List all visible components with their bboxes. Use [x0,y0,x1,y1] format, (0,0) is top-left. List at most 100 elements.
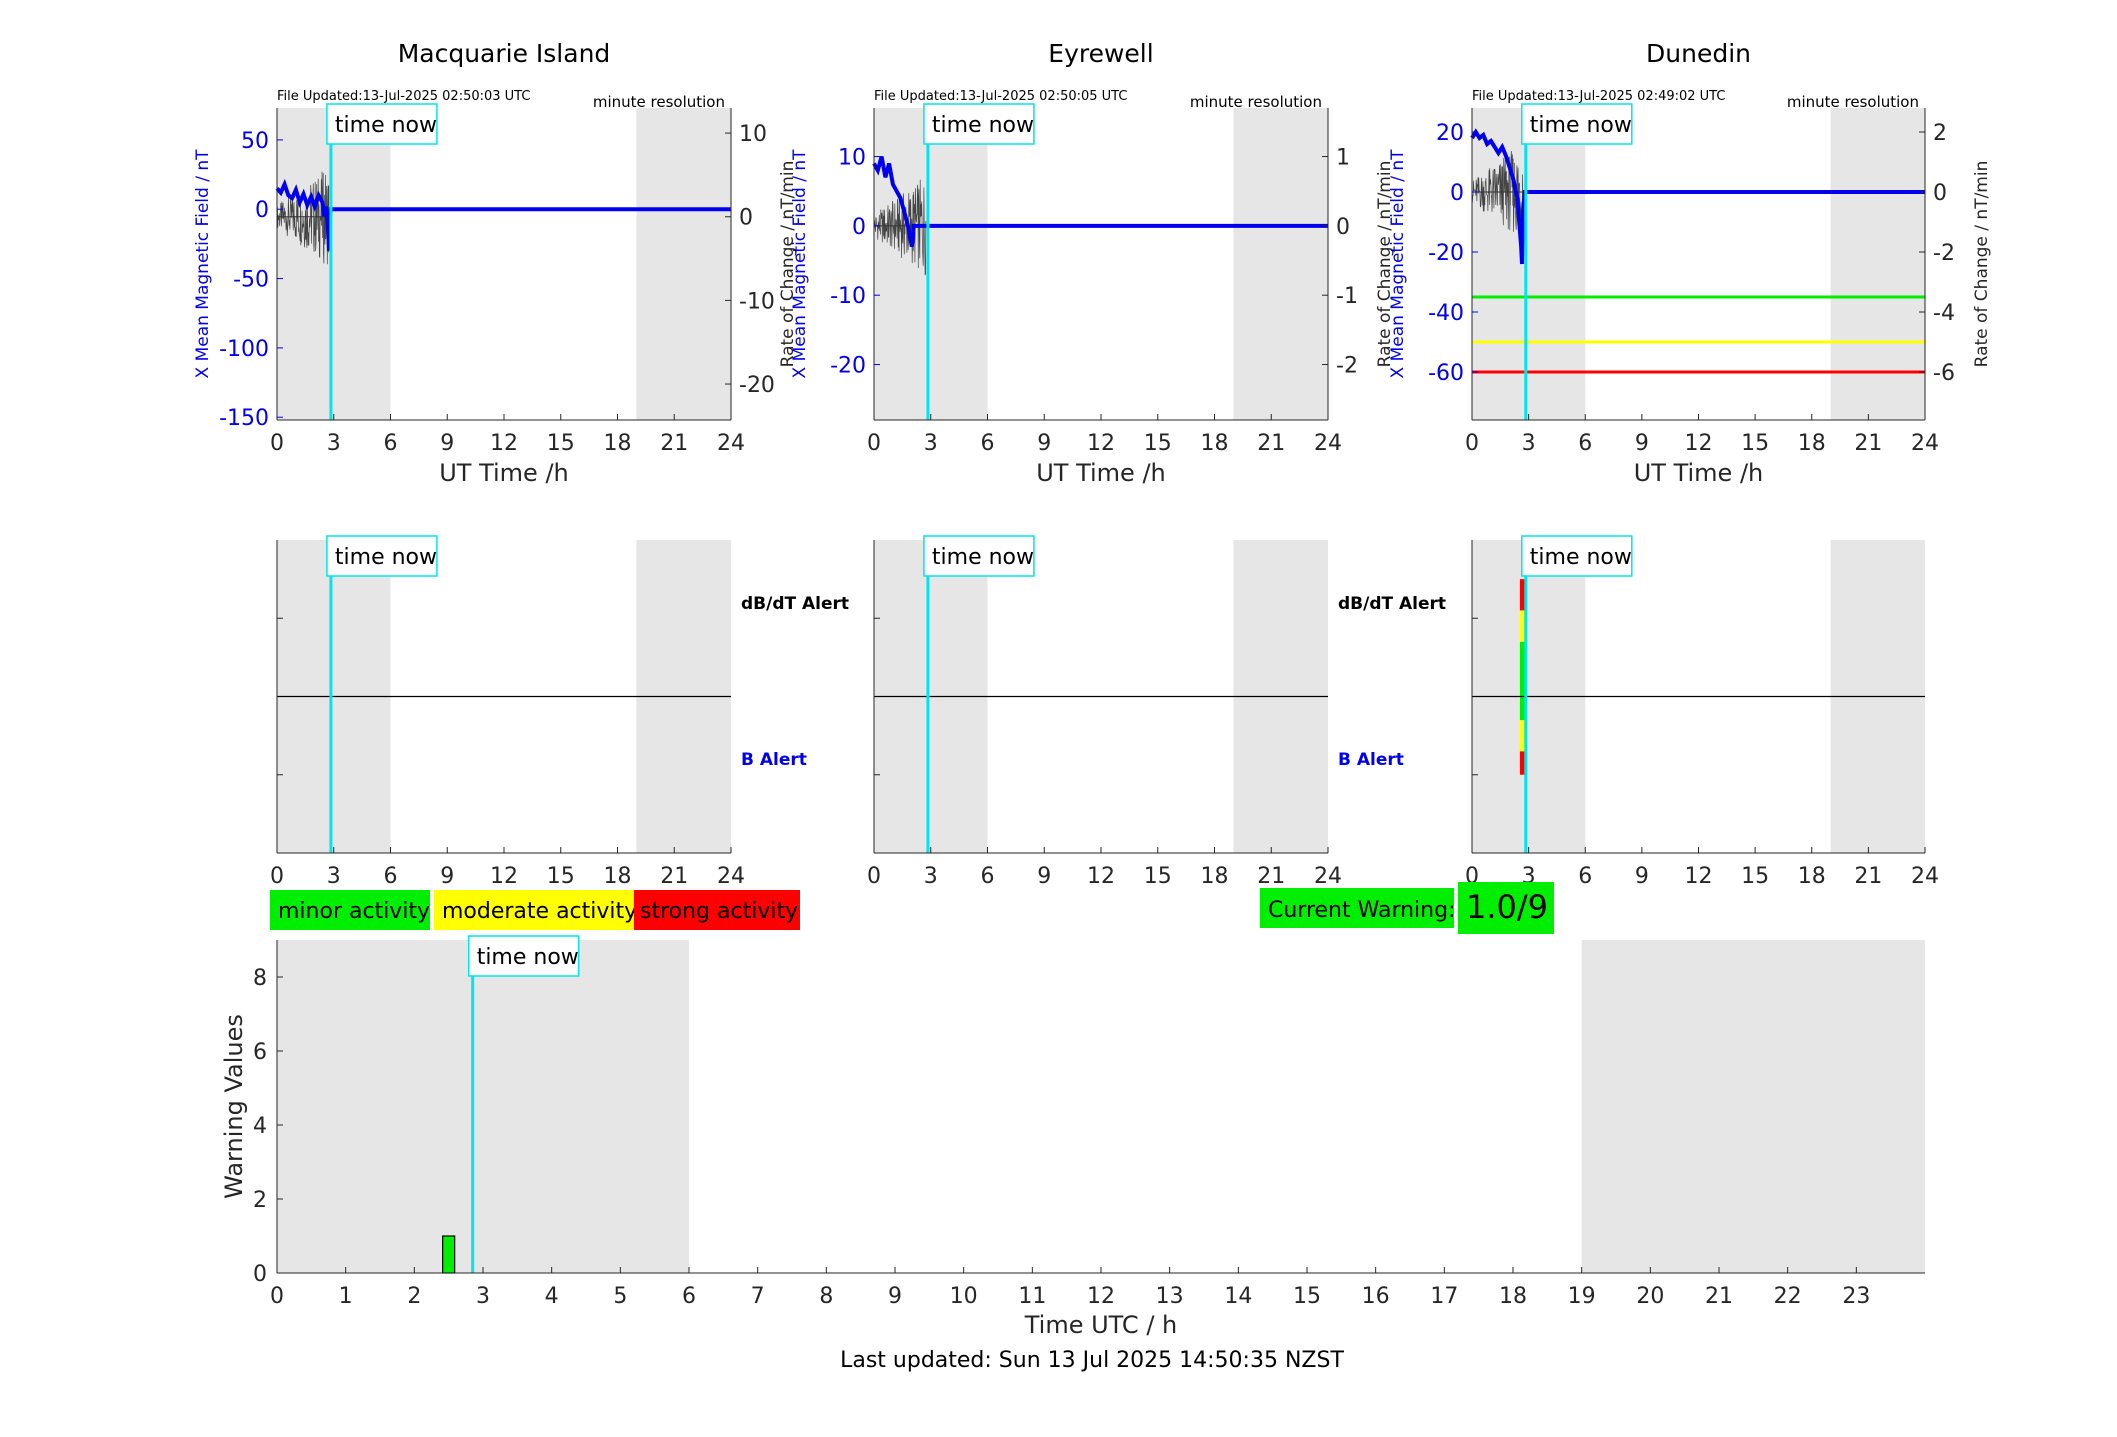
y-tick-label-1: -10 [830,284,866,309]
legend-strong-swatch [634,890,800,930]
x-tick-label-1: 3 [327,864,341,889]
x-tick-label-9: 9 [888,1284,902,1309]
x-tick-label-8: 24 [1314,431,1342,456]
x-tick-label-8: 24 [717,431,745,456]
x-tick-label-2: 6 [384,864,398,889]
current-warning-label: Current Warning: [1268,898,1455,923]
x-tick-label-10: 10 [950,1284,978,1309]
rate-of-change-trace [1471,150,1525,236]
y-tick-label-1: -40 [1428,301,1464,326]
y-tick-label-3: 0 [1450,181,1464,206]
x-tick-label-5: 15 [1144,864,1172,889]
y-tick-label-1: -100 [219,337,269,362]
y2-tick-label-1: -10 [739,289,775,314]
rate-of-change-trace [276,171,330,265]
x-tick-label-8: 24 [717,864,745,889]
chart-title: Eyrewell [1048,39,1153,68]
x-tick-label-5: 15 [1741,431,1769,456]
chart-title: Macquarie Island [398,39,611,68]
y2-tick-label-0: -20 [739,373,775,398]
x-tick-label-4: 12 [1685,431,1713,456]
x-tick-label-21: 21 [1705,1284,1733,1309]
legend-moderate-swatch [434,890,634,930]
x-tick-label-3: 9 [440,431,454,456]
dbdt-alert-segment-2 [1519,641,1527,720]
night-band-6-0 [277,940,689,1273]
y2-tick-label-0: -2 [1336,354,1358,379]
x-tick-label-19: 19 [1568,1284,1596,1309]
x-tick-label-16: 16 [1362,1284,1390,1309]
chart-title: Dunedin [1646,39,1751,68]
y2-tick-label-3: 0 [1933,181,1947,206]
file-updated-label: File Updated:13-Jul-2025 02:49:02 UTC [1472,89,1725,104]
warning-bar-0 [442,1235,456,1274]
x-tick-label-3: 3 [476,1284,490,1309]
dbdt-alert-segment-4 [1519,579,1527,611]
x-tick-label-5: 15 [1144,431,1172,456]
x-tick-label-6: 18 [604,864,632,889]
y2-tick-label-2: 0 [1336,215,1350,240]
x-tick-label-3: 9 [1635,864,1649,889]
night-band-2-1 [1830,108,1925,420]
x-tick-label-0: 0 [867,864,881,889]
y-tick-label-0: -150 [219,406,269,431]
y-axis-title: X Mean Magnetic Field / nT [193,149,213,379]
file-updated-label: File Updated:13-Jul-2025 02:50:03 UTC [277,89,530,104]
x-tick-label-1: 3 [924,864,938,889]
y2-axis-title: Rate of Change / nT/min [778,161,798,368]
dbdt-alert-label: dB/dT Alert [1338,594,1446,614]
x-tick-label-2: 6 [981,431,995,456]
x-tick-label-1: 1 [339,1284,353,1309]
time-now-label: time now [1530,545,1632,570]
y-tick-label-2: 4 [253,1114,267,1139]
y2-tick-label-2: 0 [739,206,753,231]
x-axis-title: Time UTC / h [1024,1311,1178,1339]
y-axis-title: X Mean Magnetic Field / nT [790,149,810,379]
x-tick-label-3: 9 [1635,431,1649,456]
y2-tick-label-3: 10 [739,122,767,147]
night-band-6-1 [1581,940,1925,1273]
y-axis-title: X Mean Magnetic Field / nT [1388,149,1408,379]
y-tick-label-4: 8 [253,966,267,991]
x-tick-label-7: 21 [1257,431,1285,456]
time-now-label: time now [932,545,1034,570]
alert-chart-1: time now 0 3 6 9 12 15 18 21 24 dB/dT Alert B Alert [867,535,1446,889]
x-tick-label-4: 12 [490,864,518,889]
x-tick-label-20: 20 [1636,1284,1664,1309]
rate-of-change-path [1471,150,1525,236]
y2-axis-title: Rate of Change / nT/min [1375,161,1395,368]
night-band-1-1 [1233,108,1328,420]
resolution-label: minute resolution [1190,93,1322,111]
resolution-label: minute resolution [593,93,725,111]
x-tick-label-17: 17 [1430,1284,1458,1309]
field-series-0 [1470,128,1925,265]
x-tick-label-22: 22 [1774,1284,1802,1309]
night-band-2-0 [1472,108,1586,420]
b-alert-label: B Alert [741,750,807,770]
y2-tick-label-1: -1 [1336,284,1358,309]
x-tick-label-6: 18 [1201,864,1229,889]
time-now-box [923,535,1035,577]
y2-axis-title: Rate of Change / nT/min [1972,161,1992,368]
x-tick-label-4: 12 [1087,431,1115,456]
x-tick-label-6: 6 [682,1284,696,1309]
time-now-box [467,935,580,977]
x-tick-label-2: 6 [1578,864,1592,889]
x-tick-label-1: 3 [1522,431,1536,456]
x-tick-label-14: 14 [1224,1284,1252,1309]
y-axis-title: Warning Values [220,1014,248,1199]
y-tick-label-3: 6 [253,1040,267,1065]
x-tick-label-18: 18 [1499,1284,1527,1309]
x-tick-label-1: 3 [924,431,938,456]
night-band-0-1 [636,108,731,420]
x-tick-label-8: 8 [819,1284,833,1309]
legend-minor-swatch [270,890,430,930]
time-now-label: time now [932,113,1034,138]
legend-moderate-label: moderate activity [442,899,637,924]
current-warning-label-box [1260,888,1454,928]
x-tick-label-4: 12 [490,431,518,456]
field-series-0 [872,155,1328,248]
